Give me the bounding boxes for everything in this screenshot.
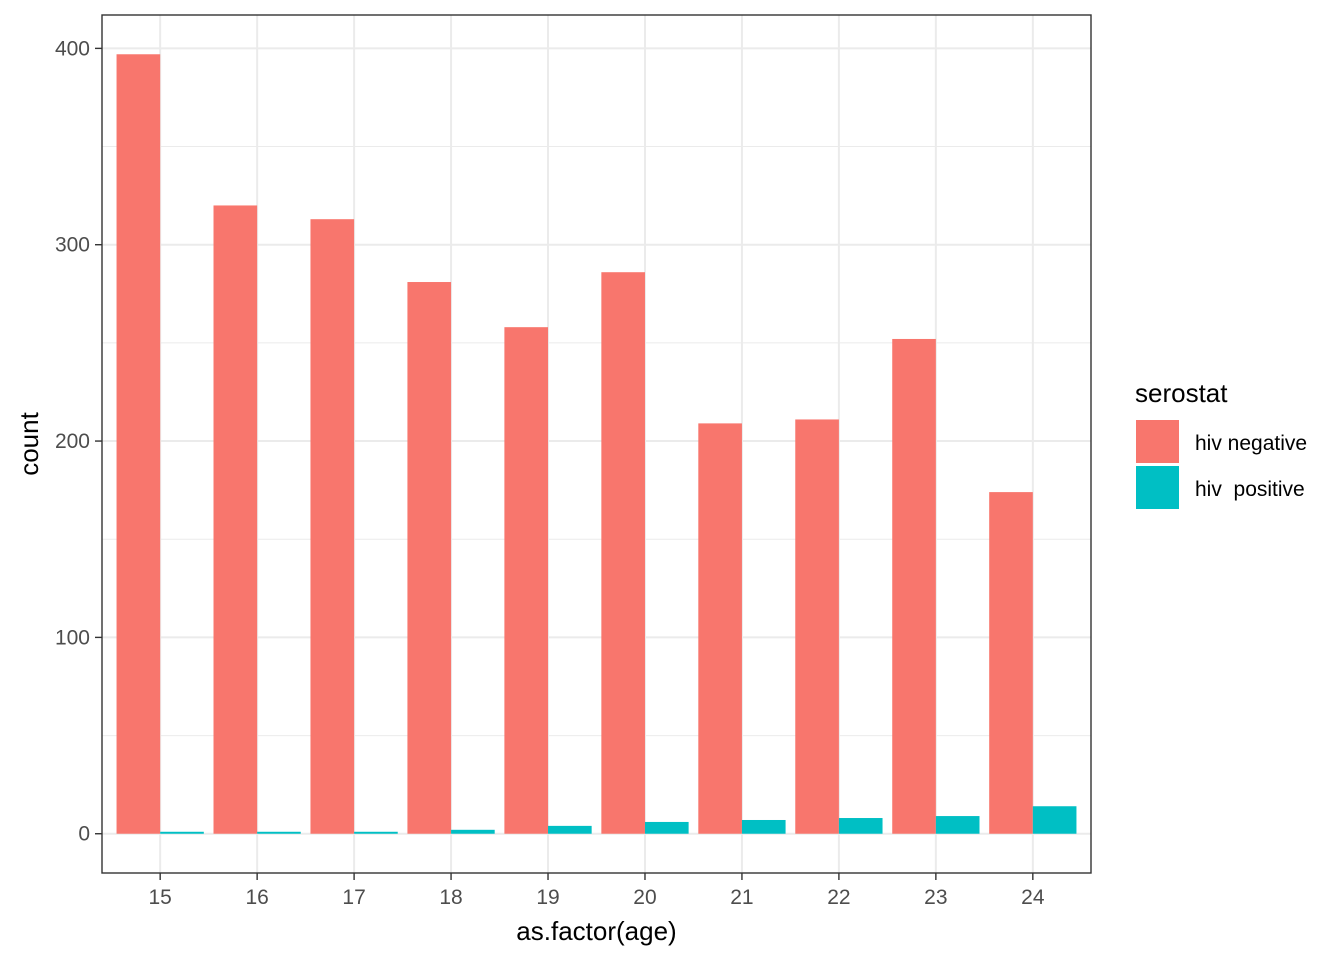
x-axis-title: as.factor(age) (516, 916, 676, 946)
legend-items: hiv negative hiv positive (1136, 420, 1307, 509)
y-axis-title: count (14, 411, 44, 475)
bar (892, 338, 936, 834)
bar (257, 831, 301, 834)
y-tick-label: 100 (55, 626, 90, 649)
bar (741, 819, 786, 834)
bar (1032, 806, 1077, 834)
bar (116, 54, 161, 834)
bar (407, 282, 452, 834)
legend-swatch (1136, 420, 1179, 463)
legend-label: hiv negative (1195, 432, 1307, 455)
bar (698, 423, 742, 834)
x-tick-label: 16 (245, 886, 268, 909)
y-tick-label: 300 (55, 234, 90, 257)
bar (838, 818, 883, 834)
legend-title: serostat (1135, 378, 1228, 408)
bar (601, 272, 645, 834)
legend: serostat hiv negative hiv positive (1135, 378, 1307, 509)
bar (795, 419, 839, 834)
y-tick-label: 400 (55, 37, 90, 60)
bar (213, 205, 258, 834)
y-tick-label: 0 (78, 823, 90, 846)
x-tick-label: 15 (148, 886, 171, 909)
bar (354, 831, 398, 834)
x-tick-label: 17 (342, 886, 365, 909)
bar (989, 492, 1033, 834)
bar (310, 219, 355, 834)
bar (160, 831, 204, 834)
bars (116, 54, 1077, 834)
x-tick-label: 21 (730, 886, 753, 909)
bar (504, 327, 549, 834)
x-tick-label: 20 (633, 886, 656, 909)
bar (644, 821, 689, 834)
bar (548, 825, 592, 834)
y-tick-label: 200 (55, 430, 90, 453)
bar (935, 816, 980, 834)
axes: 0 100 200 300 400 15 16 17 18 19 20 21 22 23 24 (55, 37, 1045, 909)
legend-label: hiv positive (1195, 478, 1305, 501)
panel-border (101, 14, 1092, 874)
x-tick-label: 23 (924, 886, 947, 909)
x-tick-label: 19 (536, 886, 559, 909)
legend-swatch (1136, 466, 1179, 509)
x-tick-label: 24 (1021, 886, 1045, 909)
x-tick-label: 18 (439, 886, 462, 909)
x-tick-label: 22 (827, 886, 850, 909)
bar (451, 829, 495, 834)
